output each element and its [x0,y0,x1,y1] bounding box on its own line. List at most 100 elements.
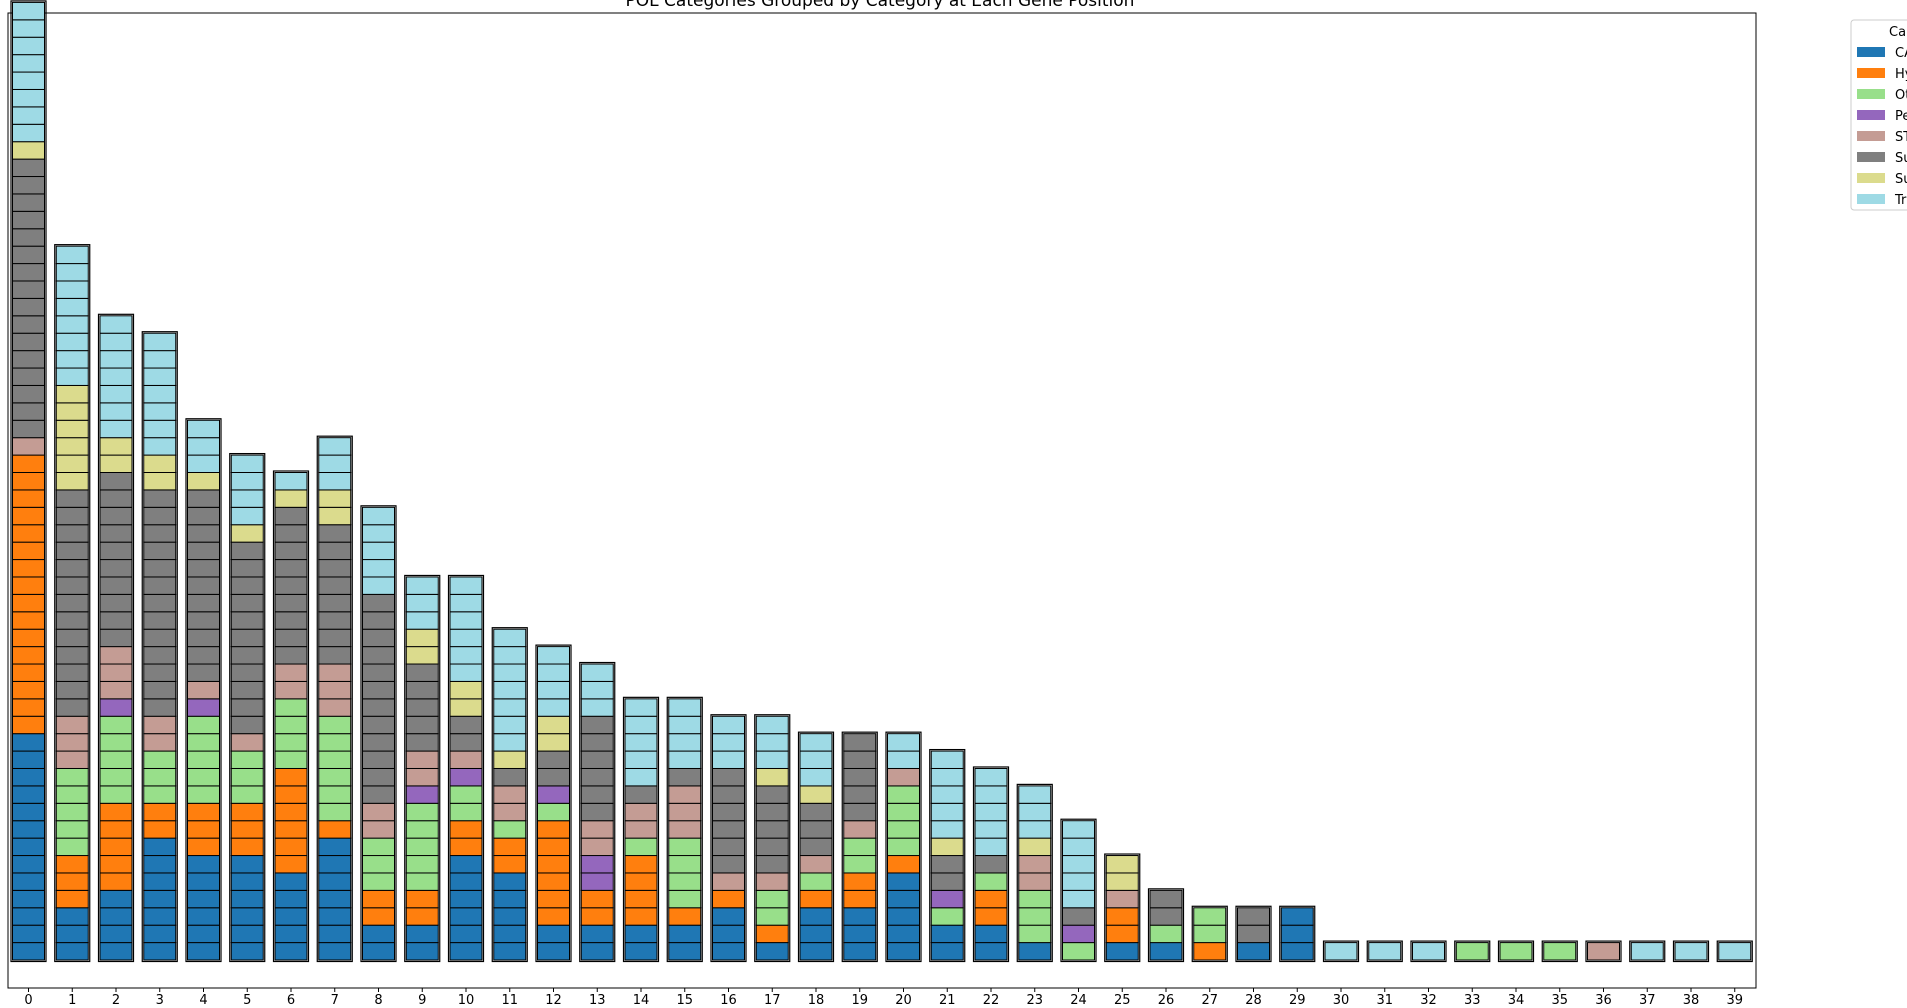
bar-stack-frame [885,731,922,963]
bar-segment [12,123,45,143]
bar-segment [755,733,789,752]
bar-segment [755,820,789,839]
bar-segment [843,733,877,752]
bar-segment [55,611,89,630]
bar-segment [1062,924,1095,944]
x-tick-label: 27 [1201,993,1218,1008]
bar-segment [449,698,483,717]
bar-stack-frame [972,766,1010,963]
bar-segment [318,663,352,682]
bar-segment [624,942,658,961]
bar-segment [55,942,89,961]
bar-segment [537,855,570,874]
bar-segment [974,924,1008,944]
bar-segment [1062,855,1095,874]
bar-segment [12,158,45,178]
bar-segment [318,524,352,543]
bar-segment [318,593,352,613]
bar-segment [668,837,702,857]
bar-segment [362,541,395,561]
bar-segment [1018,837,1052,857]
bar-segment [187,576,220,595]
bar-segment [12,332,45,352]
bar-segment [230,855,264,874]
legend-items: CA Hy Ot Pe ST Su Su Tr [1857,46,1907,208]
bar-segment [230,802,264,822]
plot-area-frame [7,12,1757,989]
bar-segment [143,924,177,944]
bar-segment [755,907,789,926]
bar-segment [12,263,45,282]
bar-stack-frame [185,418,222,963]
bar-segment [143,663,177,682]
bar-segment [143,820,177,839]
bar-segment [930,907,964,926]
bar-stack-frame [360,505,397,963]
bar-segment [55,384,89,404]
bar-segment [624,767,658,787]
bar-segment [55,402,89,421]
bar-segment [405,802,439,822]
bar-segment [580,767,614,787]
bar-segment [318,942,352,961]
bar-segment [230,628,264,648]
bar-segment [55,576,89,595]
x-tick-label: 26 [1158,993,1175,1008]
bar-segment [274,593,308,613]
bar-segment [12,524,45,543]
bar-segment [99,785,133,804]
bar-segment [274,506,308,526]
bar-segment [99,698,133,717]
bar-segment [230,750,264,769]
bar-segment [449,942,483,961]
bar-segment [624,715,658,735]
bar-segment [187,715,220,735]
bar-segment [887,872,920,891]
bar-segment [493,872,527,891]
bar-segment [99,489,133,508]
bar-segment [230,593,264,613]
bar-segment [318,802,352,822]
bar-segment [580,820,614,839]
bar-segment [1018,942,1052,961]
x-axis-ticks: 0 1 2 3 4 5 6 7 8 9 10 11 12 13 14 15 16 17 18 19 20 21 22 23 24… [24,988,1743,1008]
bar-segment [799,855,833,874]
bar-segment [930,872,964,891]
bar-segment [12,228,45,247]
bar-segment [449,733,483,752]
bar-segment [1193,942,1227,961]
bar-segment [1193,907,1227,926]
bar-segment [230,646,264,665]
bar-segment [12,872,45,891]
bar-segment [449,889,483,909]
bar-segment [930,889,964,909]
bar-segment [12,907,45,926]
bar-segment [362,820,395,839]
bar-segment [230,924,264,944]
bar-segment [274,767,308,787]
x-tick-label: 20 [895,993,912,1008]
bar-segment [974,942,1008,961]
bar-segment [12,855,45,874]
bar-segment [930,855,964,874]
x-tick-label: 1 [68,993,76,1008]
x-tick-label: 6 [287,993,295,1008]
bar-segment [712,802,745,822]
bar-stack-frame [1410,940,1447,963]
bar-segment [55,855,89,874]
bar-segment [668,802,702,822]
bar-segment [143,715,177,735]
bar-segment [12,88,45,108]
bar-segment [1105,889,1139,909]
bar-segment [187,524,220,543]
bar-segment [449,750,483,769]
bar-segment [187,680,220,700]
bar-segment [143,489,177,508]
bar-segment [1587,942,1620,961]
bar-segment [405,628,439,648]
bar-stack-frame [929,748,966,963]
bar-segment [318,767,352,787]
bar-segment [362,646,395,665]
legend-swatch [1857,47,1885,57]
bar-segment [362,802,395,822]
